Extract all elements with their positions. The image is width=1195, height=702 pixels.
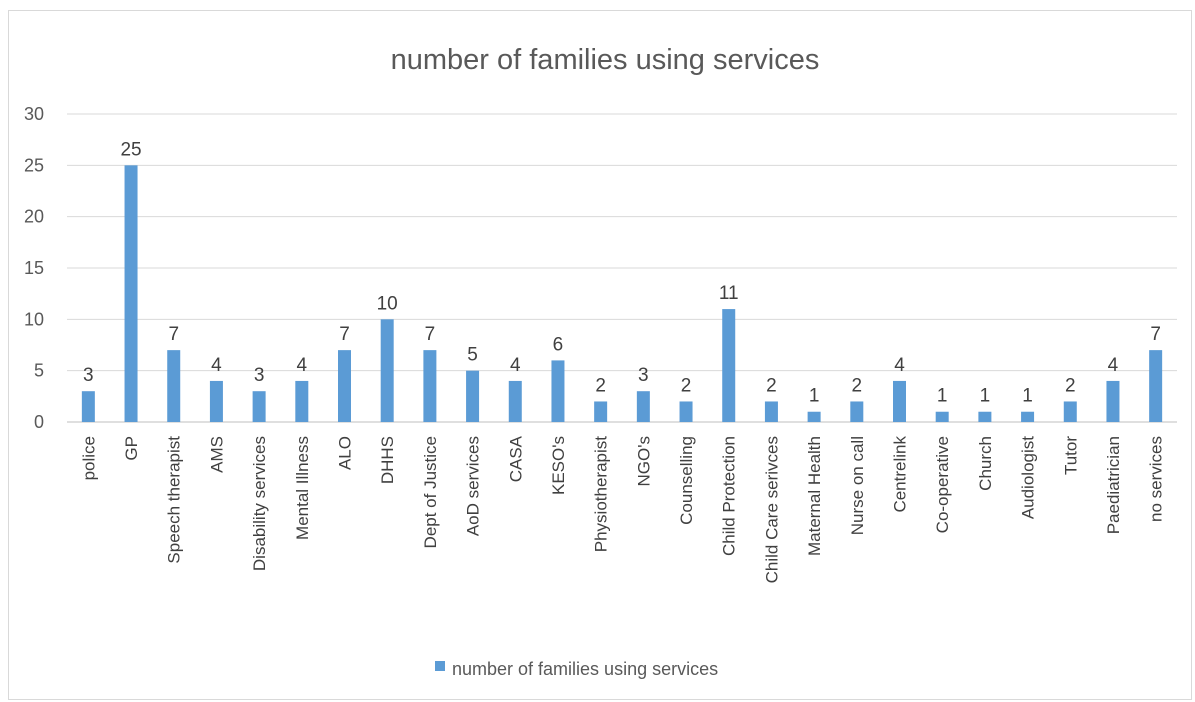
- bar: [1021, 411, 1035, 422]
- legend-swatch: [435, 661, 445, 671]
- data-label: 7: [339, 324, 350, 345]
- y-tick-label: 20: [24, 207, 44, 227]
- category-label: Physiotherapist: [592, 436, 611, 553]
- bar: [594, 401, 608, 422]
- category-label: Co-operative: [933, 436, 952, 533]
- category-label: CASA: [506, 435, 525, 482]
- bar: [295, 380, 309, 422]
- bar: [1149, 350, 1163, 422]
- bar: [423, 350, 437, 422]
- bar: [935, 411, 949, 422]
- category-label: Nurse on call: [848, 436, 867, 535]
- data-label: 5: [467, 345, 478, 366]
- y-tick-label: 10: [24, 309, 44, 329]
- category-label: Disability services: [250, 436, 269, 571]
- data-label: 25: [120, 139, 141, 160]
- y-tick-label: 30: [24, 104, 44, 124]
- category-label: GP: [122, 436, 141, 461]
- data-label: 1: [980, 386, 991, 407]
- bar: [508, 380, 522, 422]
- bar: [1063, 401, 1077, 422]
- category-label: AMS: [207, 436, 226, 473]
- category-label: no services: [1147, 436, 1166, 522]
- gridlines: [67, 113, 1177, 423]
- category-label: Speech therapist: [165, 436, 184, 564]
- category-label: Church: [976, 436, 995, 491]
- y-tick-label: 5: [34, 361, 44, 381]
- data-label: 1: [937, 386, 948, 407]
- category-label: Child Protection: [720, 436, 739, 556]
- bar: [679, 401, 693, 422]
- bar: [978, 411, 992, 422]
- data-label: 7: [168, 324, 179, 345]
- category-labels: police GP Speech therapist AMS Disability se…: [79, 435, 1165, 583]
- data-label: 2: [852, 375, 863, 396]
- y-tick-label: 25: [24, 155, 44, 175]
- data-label: 10: [377, 293, 398, 314]
- bar: [636, 391, 650, 422]
- category-label: KESO's: [549, 436, 568, 495]
- data-label: 4: [894, 355, 905, 376]
- data-label: 3: [254, 365, 265, 386]
- y-tick-label: 0: [34, 412, 44, 432]
- category-label: NGO's: [634, 436, 653, 486]
- bar: [722, 309, 736, 422]
- data-label: 2: [595, 375, 606, 396]
- data-label: 2: [766, 375, 777, 396]
- bar: [124, 165, 138, 423]
- bar: [850, 401, 864, 422]
- data-label: 7: [425, 324, 436, 345]
- category-label: DHHS: [378, 436, 397, 484]
- data-label: 2: [1065, 375, 1076, 396]
- bar: [209, 380, 223, 422]
- data-label: 1: [1022, 386, 1033, 407]
- bar: [380, 319, 394, 422]
- category-label: Maternal Health: [805, 436, 824, 556]
- category-label: police: [79, 436, 98, 480]
- bar: [252, 391, 266, 422]
- category-label: Mental Illness: [293, 436, 312, 540]
- legend-label: number of families using services: [452, 659, 718, 679]
- data-label: 1: [809, 386, 820, 407]
- bar: [807, 411, 821, 422]
- category-label: AoD services: [464, 436, 483, 536]
- category-label: Centrelink: [891, 436, 910, 513]
- bar: [338, 350, 351, 422]
- chart-title: number of families using services: [391, 44, 820, 76]
- data-label: 3: [638, 365, 649, 386]
- bar: [893, 380, 906, 422]
- category-label: Counselling: [677, 436, 696, 525]
- data-label: 4: [211, 355, 222, 376]
- data-label: 6: [553, 334, 564, 355]
- bars: [81, 165, 1163, 423]
- bar: [551, 360, 565, 422]
- y-axis-ticks: 0 5 10 15 20 25 30: [24, 104, 44, 432]
- data-label: 4: [297, 355, 308, 376]
- data-label: 11: [719, 283, 739, 304]
- category-label: Paediatrician: [1104, 436, 1123, 534]
- data-label: 4: [1108, 355, 1119, 376]
- category-label: Audiologist: [1019, 436, 1038, 519]
- bar: [81, 391, 95, 422]
- category-label: Tutor: [1061, 436, 1080, 475]
- bar: [466, 370, 480, 422]
- bar: [167, 350, 181, 422]
- category-label: Dept of Justice: [421, 436, 440, 548]
- y-tick-label: 15: [24, 258, 44, 278]
- data-label: 2: [681, 375, 692, 396]
- category-label: Child Care serivces: [762, 436, 781, 583]
- data-label: 7: [1150, 324, 1161, 345]
- bar: [764, 401, 778, 422]
- data-label: 4: [510, 355, 521, 376]
- data-label: 3: [83, 365, 94, 386]
- bar: [1106, 380, 1120, 422]
- category-label: ALO: [336, 436, 355, 470]
- chart-frame: [8, 10, 1192, 700]
- legend: number of families using services: [435, 659, 718, 679]
